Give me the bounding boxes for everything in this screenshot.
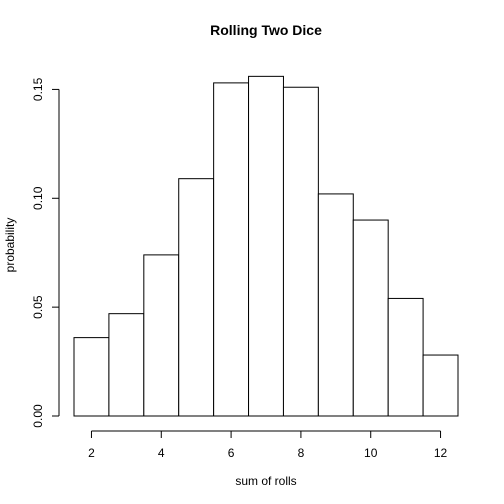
bar-4 <box>143 254 180 417</box>
bar-9 <box>317 193 354 417</box>
bar-5 <box>178 178 215 417</box>
y-tick-label: 0.05 <box>31 295 45 319</box>
x-tick-label: 8 <box>298 446 305 460</box>
x-axis-label: sum of rolls <box>235 474 296 488</box>
bar-7 <box>248 75 284 417</box>
bar-3 <box>108 313 145 417</box>
bar-2 <box>73 337 110 417</box>
x-axis: 2 4 6 8 10 12 <box>88 430 448 460</box>
y-axis: 0.00 0.05 0.10 0.15 <box>31 77 60 428</box>
y-axis-label: probability <box>3 218 17 273</box>
chart-title: Rolling Two Dice <box>210 22 322 38</box>
x-tick-label: 12 <box>434 446 448 460</box>
y-tick-label: 0.00 <box>31 404 45 428</box>
bar-11 <box>387 297 424 417</box>
x-tick-label: 2 <box>88 446 95 460</box>
bar-8 <box>282 86 319 417</box>
x-tick-label: 6 <box>228 446 235 460</box>
y-tick-label: 0.10 <box>31 186 45 210</box>
bar-12 <box>422 354 459 417</box>
x-tick-label: 10 <box>364 446 378 460</box>
x-tick-label: 4 <box>158 446 165 460</box>
bar-6 <box>213 82 250 417</box>
bars <box>73 75 459 417</box>
bar-10 <box>352 219 389 417</box>
y-tick-label: 0.15 <box>31 77 45 101</box>
